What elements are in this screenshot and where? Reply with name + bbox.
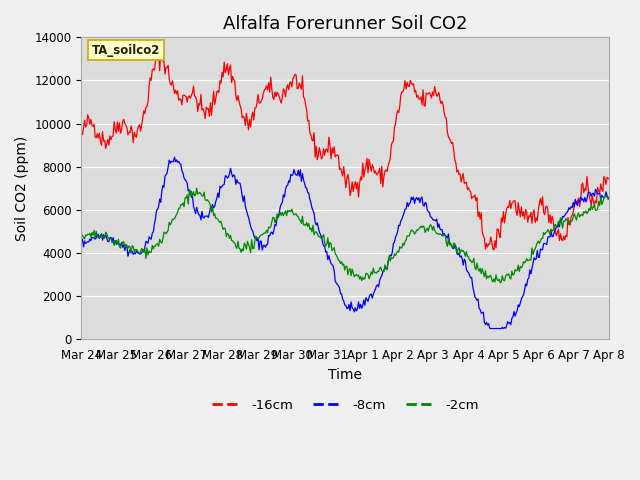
Line: -2cm: -2cm [81,188,609,283]
Legend: -16cm, -8cm, -2cm: -16cm, -8cm, -2cm [207,394,484,417]
Line: -16cm: -16cm [81,49,609,250]
-16cm [393,112,401,118]
X-axis label: Time: Time [328,368,362,382]
-2cm [77,232,85,238]
-2cm [605,195,613,201]
-16cm [77,132,85,138]
-8cm [364,299,372,304]
-8cm [512,310,520,316]
-8cm [595,191,602,196]
-16cm [512,209,520,215]
-2cm [497,280,504,286]
Title: Alfalfa Forerunner Soil CO2: Alfalfa Forerunner Soil CO2 [223,15,468,33]
-8cm [77,240,85,245]
Line: -8cm: -8cm [81,157,609,328]
-16cm [595,188,602,193]
-8cm [393,232,401,238]
-16cm [332,153,340,158]
-2cm [595,199,602,204]
-16cm [490,247,498,252]
-8cm [330,263,337,269]
-16cm [605,176,613,182]
-2cm [330,246,337,252]
-2cm [364,272,372,277]
Text: TA_soilco2: TA_soilco2 [92,44,161,57]
-2cm [393,250,401,256]
Y-axis label: Soil CO2 (ppm): Soil CO2 (ppm) [15,136,29,241]
-16cm [364,170,372,176]
-2cm [512,268,520,274]
-8cm [605,194,613,200]
-8cm [487,325,495,331]
-8cm [171,154,179,160]
-2cm [193,185,200,191]
-8cm [332,280,340,286]
-16cm [155,47,163,52]
-2cm [332,252,340,258]
-16cm [330,150,337,156]
